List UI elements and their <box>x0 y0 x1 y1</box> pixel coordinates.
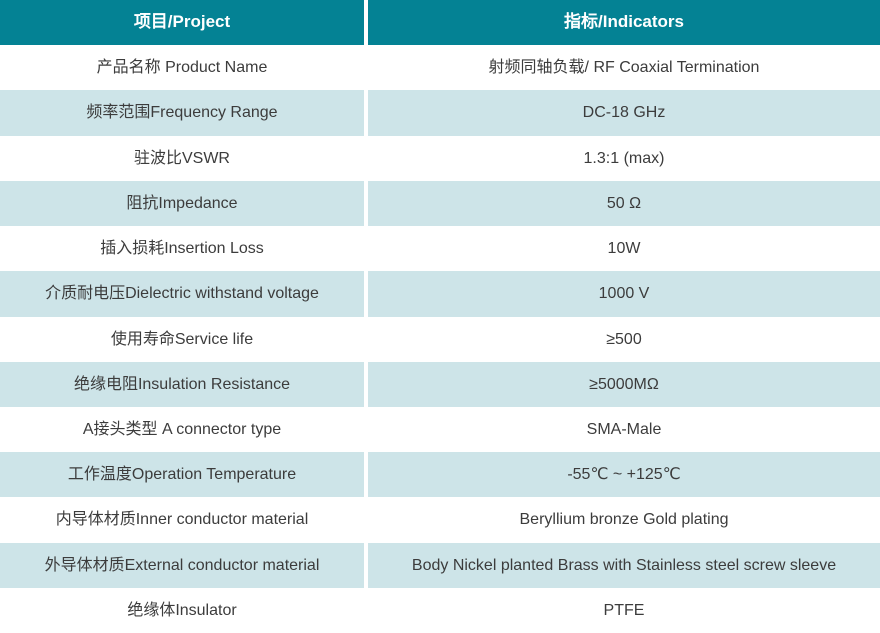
header-project: 项目/Project <box>0 0 364 46</box>
project-cell: 使用寿命Service life <box>0 316 364 362</box>
table-row-service-life: 使用寿命Service life ≥500 <box>0 316 880 362</box>
table-row-insertion-loss: 插入损耗Insertion Loss 10W <box>0 226 880 272</box>
column-divider <box>364 452 368 498</box>
column-divider <box>364 90 368 136</box>
indicator-cell: ≥500 <box>368 316 880 362</box>
indicator-cell: SMA-Male <box>368 406 880 453</box>
table-row-insulation-resistance: 绝缘电阻Insulation Resistance ≥5000MΩ <box>0 361 880 407</box>
project-cell: 内导体材质Inner conductor material <box>0 497 364 543</box>
indicator-cell: 1000 V <box>368 271 880 317</box>
indicator-cell: -55℃ ~ +125℃ <box>368 452 880 498</box>
column-divider <box>364 497 368 543</box>
project-cell: 绝缘体Insulator <box>0 587 364 633</box>
table-row-dielectric-voltage: 介质耐电压Dielectric withstand voltage 1000 V <box>0 271 880 317</box>
indicator-cell: 50 Ω <box>368 180 880 227</box>
indicator-cell: Beryllium bronze Gold plating <box>368 497 880 543</box>
table-row-vswr: 驻波比VSWR 1.3:1 (max) <box>0 135 880 181</box>
indicator-cell: ≥5000MΩ <box>368 361 880 407</box>
table-row-inner-conductor: 内导体材质Inner conductor material Beryllium … <box>0 497 880 543</box>
project-cell: 驻波比VSWR <box>0 135 364 181</box>
indicator-cell: 10W <box>368 226 880 272</box>
project-cell: 工作温度Operation Temperature <box>0 452 364 498</box>
project-cell: A接头类型 A connector type <box>0 406 364 453</box>
indicator-cell: PTFE <box>368 587 880 633</box>
column-divider <box>364 316 368 362</box>
table-row-external-conductor: 外导体材质External conductor material Body Ni… <box>0 542 880 588</box>
column-divider <box>364 180 368 227</box>
project-cell: 介质耐电压Dielectric withstand voltage <box>0 271 364 317</box>
indicator-cell: DC-18 GHz <box>368 90 880 136</box>
indicator-cell: 射频同轴负载/ RF Coaxial Termination <box>368 45 880 91</box>
table-header-row: 项目/Project 指标/Indicators <box>0 0 880 46</box>
column-divider <box>364 542 368 588</box>
column-divider <box>364 0 368 46</box>
column-divider <box>364 587 368 633</box>
table-row-insulator: 绝缘体Insulator PTFE <box>0 587 880 633</box>
table-row-connector-type: A接头类型 A connector type SMA-Male <box>0 406 880 453</box>
column-divider <box>364 271 368 317</box>
column-divider <box>364 361 368 407</box>
indicator-cell: Body Nickel planted Brass with Stainless… <box>368 542 880 588</box>
column-divider <box>364 406 368 453</box>
table-row-impedance: 阻抗Impedance 50 Ω <box>0 180 880 227</box>
table-row-operation-temperature: 工作温度Operation Temperature -55℃ ~ +125℃ <box>0 452 880 498</box>
column-divider <box>364 45 368 91</box>
table-row-frequency-range: 频率范围Frequency Range DC-18 GHz <box>0 90 880 136</box>
project-cell: 产品名称 Product Name <box>0 45 364 91</box>
project-cell: 频率范围Frequency Range <box>0 90 364 136</box>
project-cell: 绝缘电阻Insulation Resistance <box>0 361 364 407</box>
indicator-cell: 1.3:1 (max) <box>368 135 880 181</box>
column-divider <box>364 226 368 272</box>
project-cell: 插入损耗Insertion Loss <box>0 226 364 272</box>
table-row-product-name: 产品名称 Product Name 射频同轴负载/ RF Coaxial Ter… <box>0 45 880 91</box>
project-cell: 阻抗Impedance <box>0 180 364 227</box>
column-divider <box>364 135 368 181</box>
project-cell: 外导体材质External conductor material <box>0 542 364 588</box>
header-indicators: 指标/Indicators <box>368 0 880 46</box>
